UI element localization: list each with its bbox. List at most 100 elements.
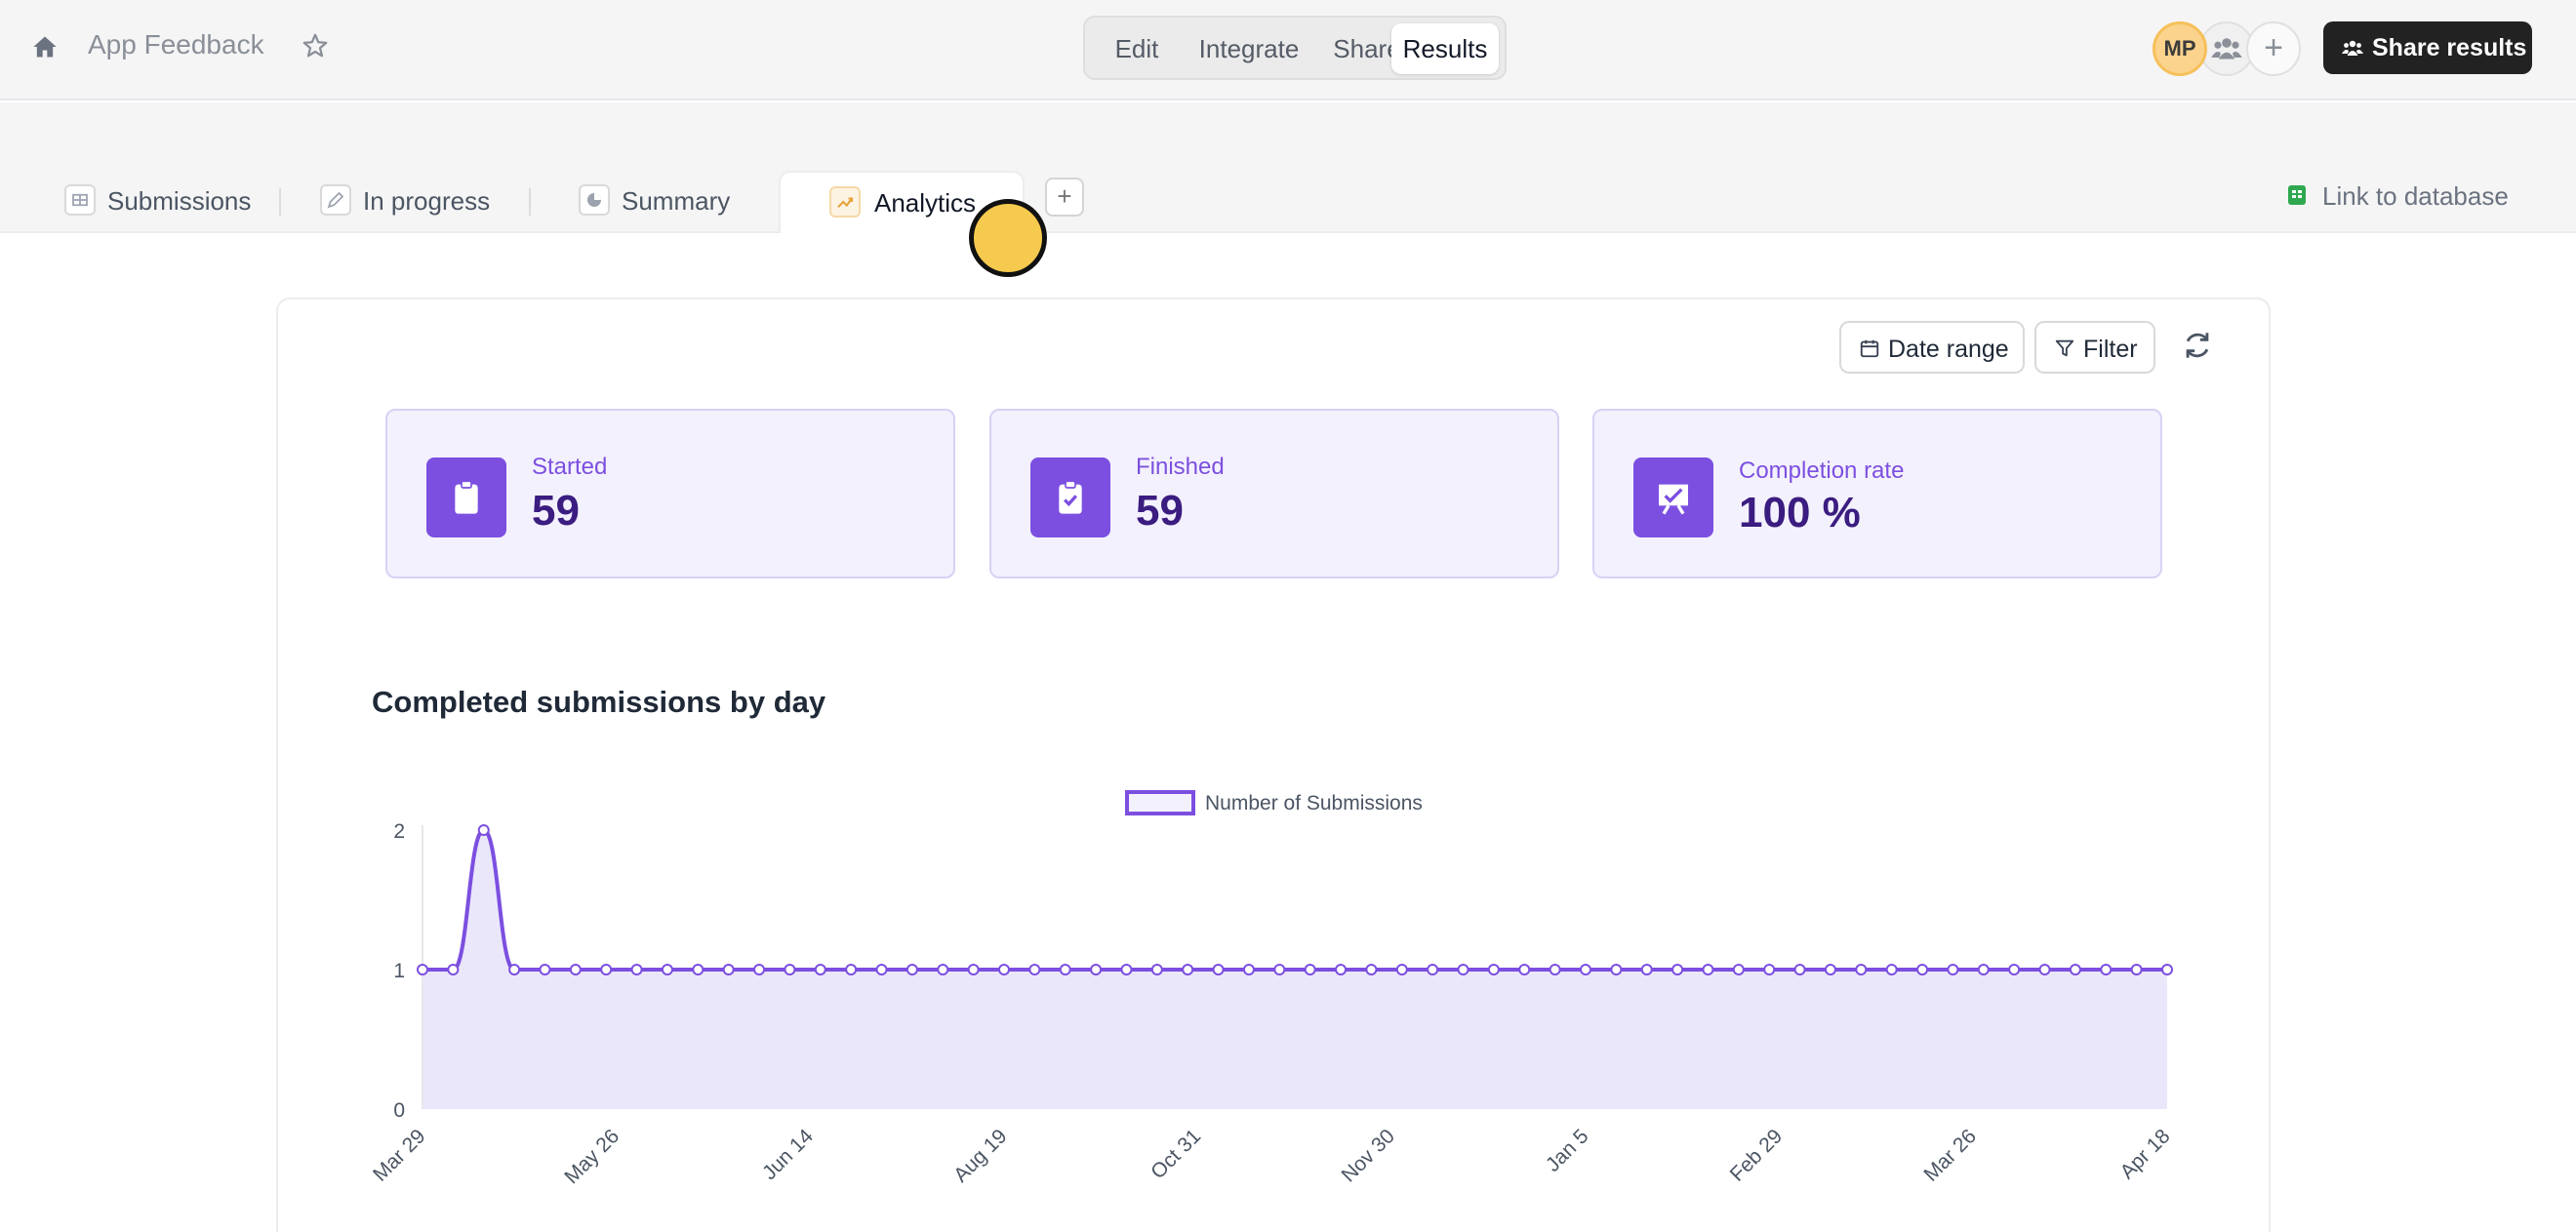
top-header: App Feedback Edit Integrate Share Result…	[0, 0, 2576, 100]
x-tick-label: Jan 5	[1542, 1125, 1593, 1176]
calendar-icon	[1860, 339, 1879, 358]
tab-label: Summary	[622, 186, 731, 216]
data-point	[1120, 964, 1133, 975]
tab-submissions[interactable]: Submissions	[64, 171, 260, 233]
presentation-check-icon	[1633, 457, 1713, 537]
nav-integrate[interactable]: Integrate	[1198, 34, 1300, 63]
stat-value: 100 %	[1739, 489, 1861, 537]
mode-switcher: Edit Integrate Share Results	[1083, 16, 1507, 80]
tab-divider	[529, 188, 531, 216]
data-point	[1610, 964, 1623, 975]
x-tick-label: Jun 14	[758, 1125, 818, 1184]
results-tabs: Submissions In progress Summary Analytic…	[0, 102, 2576, 233]
date-range-label: Date range	[1888, 336, 2009, 363]
data-point	[1090, 964, 1103, 975]
data-point	[875, 964, 888, 975]
table-icon	[64, 184, 96, 216]
star-icon[interactable]	[301, 31, 330, 60]
data-point	[1395, 964, 1408, 975]
data-point	[1212, 964, 1225, 975]
legend-swatch	[1125, 790, 1195, 815]
data-point	[1335, 964, 1348, 975]
link-to-database-label: Link to database	[2322, 181, 2509, 211]
tab-label: Analytics	[874, 188, 977, 218]
data-point	[2038, 964, 2051, 975]
legend-label: Number of Submissions	[1205, 792, 1423, 815]
people-icon	[2342, 40, 2363, 56]
date-range-button[interactable]: Date range	[1839, 321, 2025, 374]
people-icon	[2211, 38, 2242, 60]
data-point	[1824, 964, 1836, 975]
y-tick-label: 2	[393, 820, 405, 843]
data-point	[1947, 964, 1959, 975]
x-tick-label: Aug 19	[949, 1125, 1011, 1186]
data-point	[2069, 964, 2081, 975]
tab-in-progress[interactable]: In progress	[320, 171, 515, 233]
data-point	[1855, 964, 1868, 975]
data-point	[814, 964, 826, 975]
tab-label: In progress	[363, 186, 491, 216]
nav-edit[interactable]: Edit	[1114, 34, 1159, 63]
data-point	[1242, 964, 1255, 975]
tab-label: Submissions	[107, 186, 252, 216]
y-tick-label: 0	[393, 1099, 405, 1122]
x-tick-label: Apr 18	[2116, 1125, 2175, 1183]
data-point	[1763, 964, 1776, 975]
series-line	[423, 827, 2168, 973]
nav-results[interactable]: Results	[1391, 23, 1499, 74]
stat-card-started: Started 59	[385, 409, 955, 578]
data-point	[1427, 964, 1439, 975]
data-point	[1640, 964, 1653, 975]
filter-label: Filter	[2083, 336, 2138, 363]
y-tick-label: 1	[393, 960, 405, 982]
stat-card-completion-rate: Completion rate 100 %	[1592, 409, 2162, 578]
data-point	[1150, 964, 1163, 975]
data-point	[417, 964, 428, 975]
edit-icon	[320, 184, 351, 216]
data-point	[1518, 964, 1531, 975]
data-point	[1977, 964, 1990, 975]
filter-icon	[2055, 339, 2074, 357]
data-point	[967, 964, 980, 975]
data-point	[1487, 964, 1500, 975]
x-tick-label: Feb 29	[1726, 1125, 1788, 1186]
avatar[interactable]: MP	[2153, 21, 2207, 76]
add-tab-button[interactable]: +	[1045, 178, 1084, 217]
data-point	[845, 964, 858, 975]
clipboard-check-icon	[1030, 457, 1110, 537]
data-point	[600, 964, 613, 975]
x-tick-label: May 26	[560, 1125, 624, 1188]
add-collaborator-button[interactable]: +	[2246, 21, 2301, 76]
data-point	[1916, 964, 1929, 975]
data-point	[1793, 964, 1806, 975]
spreadsheet-icon	[2288, 185, 2306, 205]
stat-label: Completion rate	[1739, 457, 1905, 484]
data-point	[569, 964, 582, 975]
data-point	[447, 964, 460, 975]
pie-icon	[579, 184, 610, 216]
trend-icon	[829, 186, 861, 218]
data-point	[630, 964, 643, 975]
home-icon[interactable]	[31, 33, 59, 60]
refresh-icon[interactable]	[2181, 329, 2214, 362]
data-point	[1182, 964, 1194, 975]
tab-summary[interactable]: Summary	[579, 171, 774, 233]
share-results-label: Share results	[2372, 34, 2527, 61]
data-point	[1365, 964, 1378, 975]
data-point	[692, 964, 704, 975]
data-point	[1549, 964, 1561, 975]
data-point	[508, 964, 521, 975]
data-point	[477, 824, 490, 836]
collaborators-button[interactable]	[2199, 21, 2254, 76]
x-tick-label: Mar 26	[1919, 1125, 1980, 1185]
x-tick-label: Mar 29	[369, 1125, 429, 1185]
filter-button[interactable]: Filter	[2034, 321, 2155, 374]
stat-card-finished: Finished 59	[989, 409, 1559, 578]
stat-label: Finished	[1136, 454, 1225, 480]
stat-value: 59	[1136, 487, 1184, 535]
nav-share[interactable]: Share	[1333, 34, 1401, 63]
tab-divider	[279, 188, 281, 216]
share-results-button[interactable]: Share results	[2323, 21, 2532, 74]
data-point	[2008, 964, 2021, 975]
